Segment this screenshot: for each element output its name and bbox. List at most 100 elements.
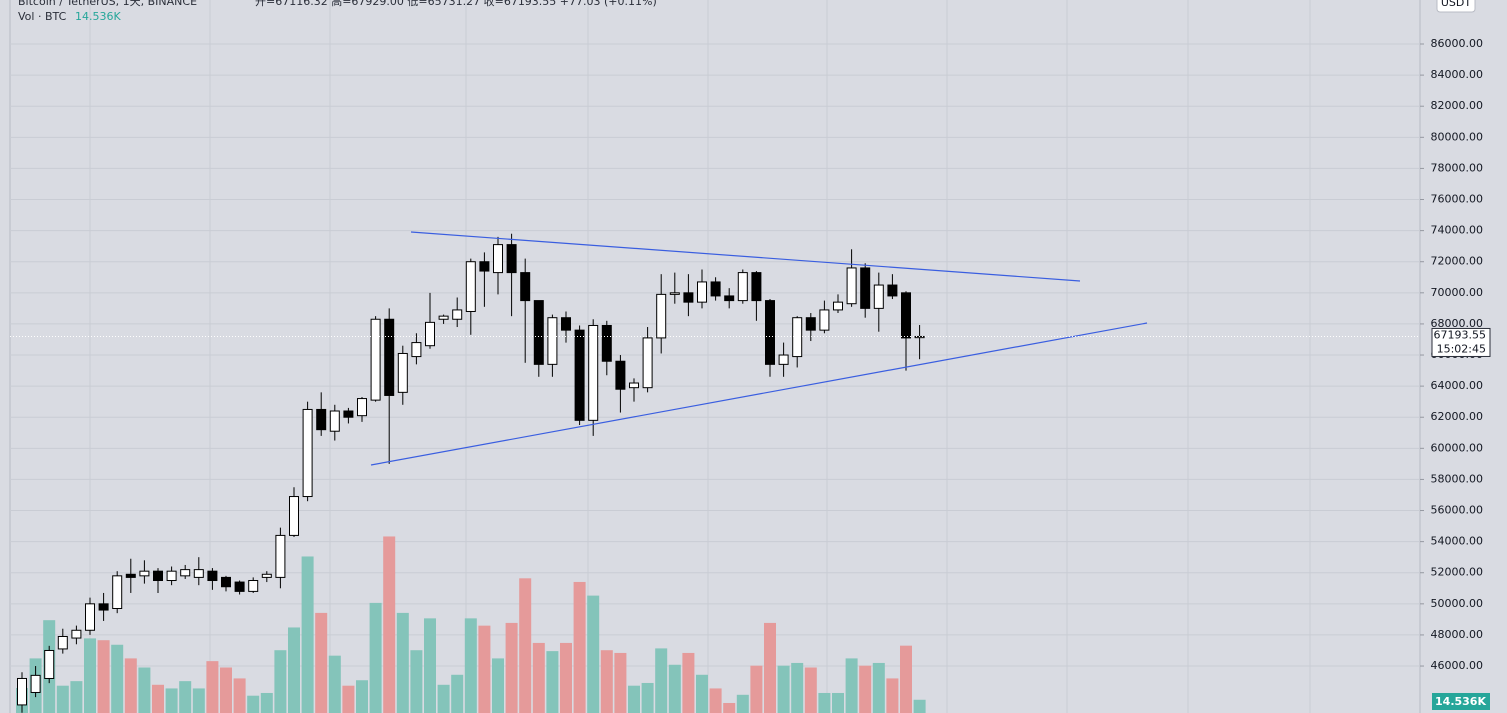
v-grid	[89, 0, 1311, 713]
volume-bar	[288, 627, 300, 713]
ohlc-legend: 开=67116.32 高=67929.00 低=65731.27 收=67193…	[255, 0, 657, 8]
candle-body	[153, 570, 163, 582]
candle-body	[370, 318, 381, 401]
candle-body	[71, 629, 82, 639]
support-trendline	[370, 322, 1148, 466]
y-tick-label: 60000.00	[1431, 441, 1484, 454]
currency[interactable]: USDT	[1441, 0, 1472, 9]
volume-bar	[764, 622, 776, 713]
y-tick-label: 72000.00	[1431, 255, 1484, 268]
y-tick-label: 46000.00	[1431, 659, 1484, 672]
candle-body	[574, 329, 585, 421]
candle-body	[506, 244, 517, 274]
candle-body	[778, 354, 789, 365]
volume-bar	[505, 622, 518, 713]
y-tick-label: 64000.00	[1431, 379, 1484, 392]
volume-bar	[804, 667, 817, 713]
candle-body	[343, 410, 354, 418]
candle-body	[384, 318, 395, 396]
candle-body	[397, 352, 408, 393]
candle-body	[533, 300, 544, 365]
y-tick-label: 76000.00	[1431, 193, 1484, 206]
candle-body	[561, 317, 571, 331]
volume-bar	[192, 688, 205, 713]
candle-body	[710, 281, 721, 297]
y-tick-label: 58000.00	[1431, 472, 1484, 485]
volume-bar	[315, 612, 328, 713]
volume-bar	[872, 662, 885, 713]
volume-bar	[655, 648, 668, 713]
volume-bar	[179, 681, 192, 713]
candle-body	[805, 317, 816, 331]
volume-bar	[410, 650, 423, 713]
candle-body	[833, 301, 843, 311]
candle-body	[792, 317, 803, 358]
volume-label-box	[1432, 693, 1490, 710]
candles	[17, 233, 925, 713]
volume-bar	[437, 684, 450, 713]
candle-body	[873, 284, 884, 309]
volume-bar	[913, 699, 926, 713]
candle-body	[465, 261, 476, 312]
y-tick-label: 80000.00	[1431, 130, 1484, 143]
countdown: 15:02:45	[1437, 342, 1486, 355]
candle-body	[588, 324, 599, 421]
volume-bar	[220, 667, 232, 713]
y-tick-label: 84000.00	[1431, 68, 1484, 81]
volume-bar	[682, 652, 695, 713]
volume-bars	[16, 536, 926, 713]
candle-body	[411, 342, 422, 358]
volume-bar	[859, 665, 872, 713]
candle-body	[438, 315, 449, 320]
candle-body	[180, 569, 191, 577]
volume-bar	[451, 674, 464, 713]
candle-body	[329, 410, 340, 432]
volume-bar	[560, 642, 572, 713]
volume-bar	[396, 612, 409, 713]
volume-bar	[519, 578, 532, 713]
volume-bar	[424, 618, 436, 713]
h-grid	[10, 43, 1420, 667]
candle-body	[724, 295, 735, 302]
candle-body	[642, 337, 653, 389]
volume-bar	[587, 595, 600, 713]
candle-body	[221, 576, 231, 588]
volume-bar	[301, 556, 314, 713]
candle-body	[846, 267, 857, 305]
volume-bar	[84, 638, 96, 713]
last-price-label: 67193.55	[1434, 328, 1487, 341]
volume-bar	[709, 688, 722, 713]
y-tick-label: 74000.00	[1431, 224, 1484, 237]
volume-bar	[165, 688, 178, 713]
volume-title: Vol · BTC	[18, 10, 67, 23]
candle-body	[860, 267, 871, 309]
volume-bar	[614, 652, 627, 713]
volume-bar	[832, 692, 844, 713]
candle-body	[683, 292, 694, 303]
candle-body	[493, 244, 503, 274]
volume-bar	[532, 642, 545, 713]
candle-body	[261, 573, 272, 578]
y-tick-label: 56000.00	[1431, 504, 1484, 517]
candle-body	[901, 292, 911, 339]
y-tick-label: 52000.00	[1431, 566, 1484, 579]
y-tick-label: 78000.00	[1431, 161, 1484, 174]
symbol-title: Bitcoin / TetherUS, 1天, BINANCE	[18, 0, 197, 8]
candle-body	[887, 284, 898, 297]
candle-body	[765, 300, 775, 365]
y-tick-label: 70000.00	[1431, 286, 1484, 299]
candle-body	[275, 534, 286, 578]
candle-body	[57, 635, 68, 650]
trendlines	[370, 231, 1148, 466]
last-price-box	[1431, 327, 1491, 357]
candle-body	[357, 398, 367, 417]
currency-box[interactable]	[1436, 0, 1476, 13]
candle-body	[737, 272, 748, 302]
candle-body	[112, 575, 123, 609]
volume-bar	[356, 680, 368, 713]
volume-bar	[124, 658, 137, 713]
volume-bar	[328, 655, 341, 713]
volume-bar	[845, 658, 858, 713]
